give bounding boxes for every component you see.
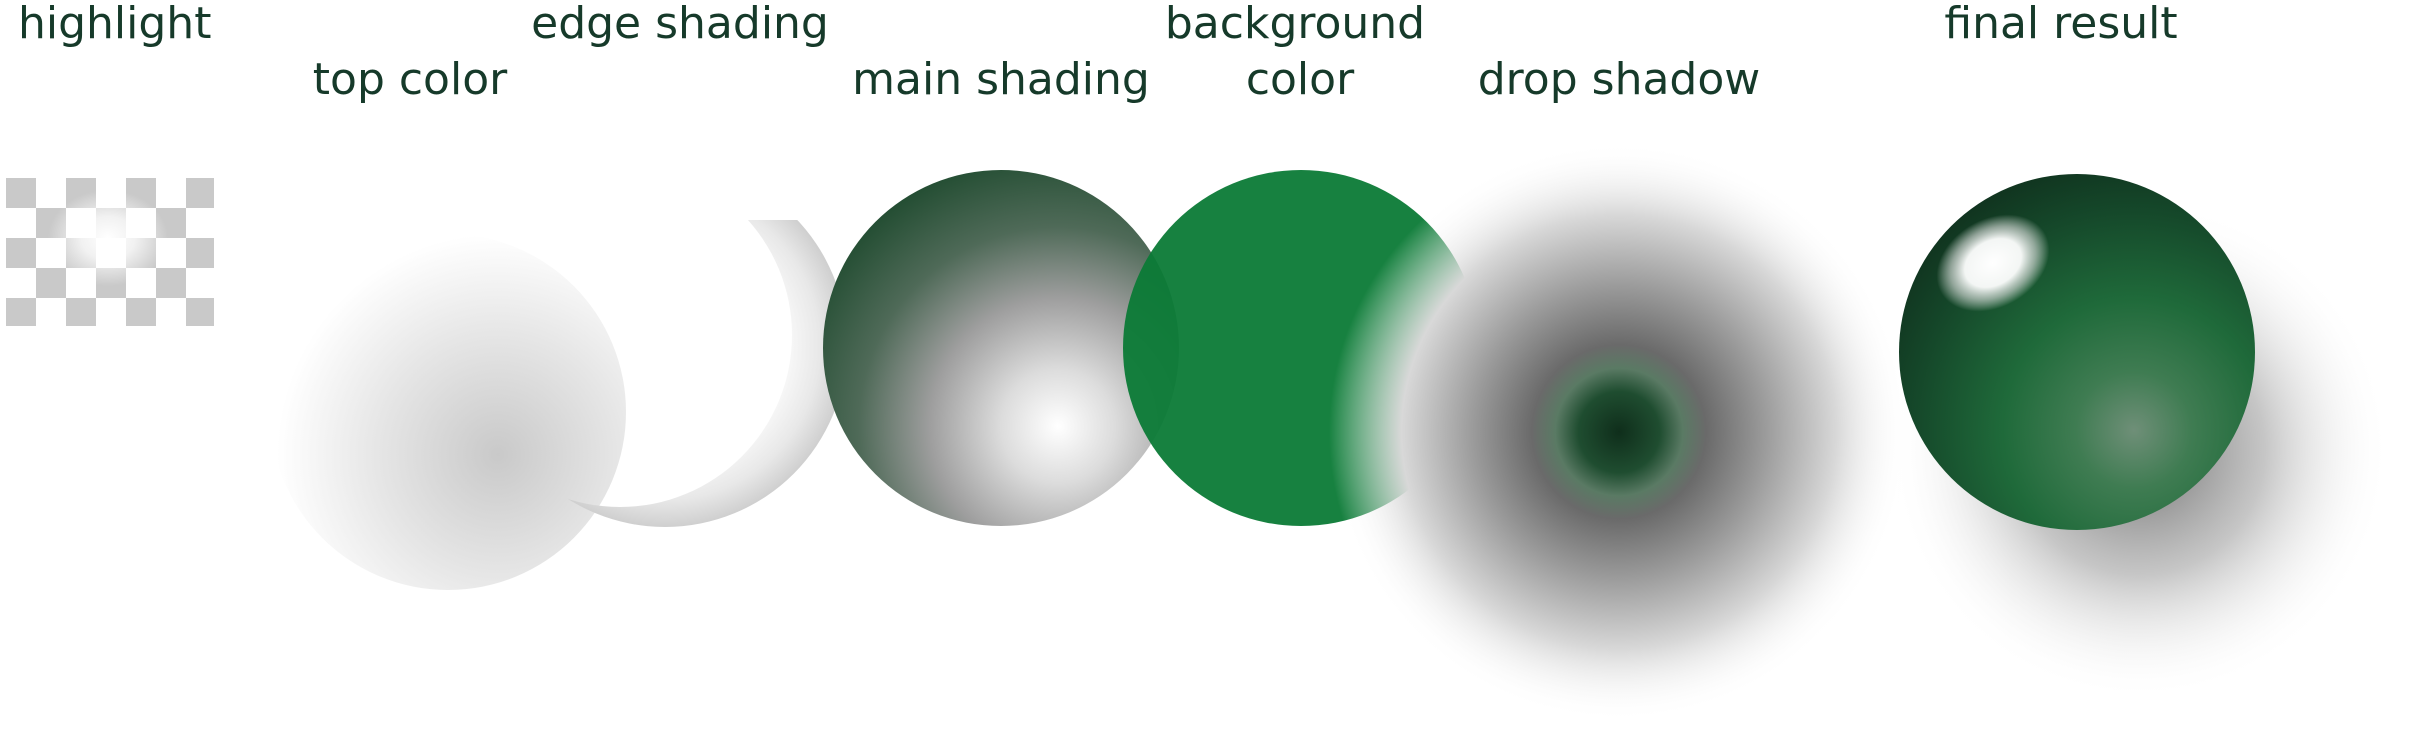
label-background-color-line2: color [1246,54,1355,105]
highlight-layer [6,178,214,326]
label-drop-shadow: drop shadow [1478,54,1761,105]
main-shading-layer [823,170,1179,526]
label-highlight: highlight [18,0,211,49]
label-background-color-line1: background [1165,0,1425,49]
drop-shadow-layer [1329,142,1909,722]
final-result-sphere [1890,174,2390,700]
label-edge-shading: edge shading [531,0,829,49]
label-top-color: top color [313,54,508,105]
label-final-result: final result [1944,0,2177,49]
label-main-shading: main shading [852,54,1150,105]
edge-shading-layer [483,163,847,527]
